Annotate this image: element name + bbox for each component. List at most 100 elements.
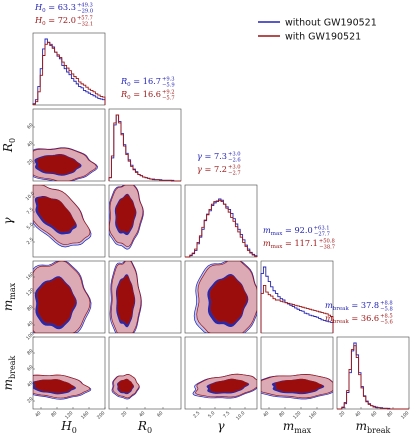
stat-symbol: γ	[197, 164, 202, 174]
stat-median: = 36.6	[349, 313, 379, 323]
stat-symbol: m	[325, 313, 333, 323]
stat-symbol: R	[120, 89, 127, 99]
y-tick-label-gamma: 7.5	[26, 207, 35, 216]
hist-mmax-without	[260, 266, 334, 333]
y-tick-label-gamma: 10.0	[25, 191, 37, 203]
stat-plus: +8.5	[380, 314, 393, 320]
x-tick-label-mbreak: 100	[400, 410, 410, 420]
panel-mbreak-vs-mbreak: 20 40 60 80 100	[336, 336, 410, 421]
stat-median: = 16.6	[131, 89, 161, 99]
legend: without GW190521 with GW190521	[258, 18, 377, 43]
panel-frame	[108, 108, 182, 182]
panel-R0-vs-R0	[108, 108, 182, 182]
stat-median: = 37.8	[349, 300, 379, 310]
stat-symbol-sub: max	[271, 244, 283, 250]
stat-median: = 72.0	[46, 15, 76, 25]
panel-frame	[184, 336, 258, 410]
y-axis-label-mmax-subscript: max	[8, 282, 17, 299]
panel-mmax-vs-gamma	[184, 260, 258, 334]
stat-minus: −5.8	[380, 307, 393, 313]
y-tick-label-mmax: 80	[26, 304, 34, 312]
x-tick-label-mbreak: 60	[370, 410, 378, 418]
contours	[193, 261, 257, 333]
x-tick-label-gamma: 5.0	[207, 410, 216, 419]
stat-symbol: γ	[197, 151, 202, 161]
stat-R0-without: R0 = 16.7+9.3 −5.9	[120, 76, 175, 89]
stat-symbol: m	[263, 225, 271, 235]
y-tick-label-gamma: 5.0	[26, 222, 35, 231]
panel-frame	[32, 336, 106, 410]
stat-median: = 117.1	[282, 238, 318, 248]
x-tick-label-gamma: 10.0	[235, 410, 247, 422]
y-axis-label-gamma: γ	[1, 217, 15, 225]
x-tick-label-H0: 120	[64, 410, 74, 420]
stat-minus: −5.6	[380, 320, 393, 326]
contour-with-inner	[116, 275, 135, 325]
stat-plus: +49.3	[77, 3, 93, 9]
contours	[109, 185, 144, 250]
stat-minus: −2.7	[228, 171, 241, 177]
y-tick-label-mmax: 120	[25, 287, 35, 297]
stat-symbol: H	[34, 2, 43, 12]
panel-H0-vs-H0	[32, 32, 106, 106]
stat-symbol: H	[34, 15, 43, 25]
contours	[261, 374, 333, 400]
stat-H0-with: H0 = 72.0+57.7 −32.1	[34, 15, 93, 28]
contour-with-inner	[209, 275, 248, 325]
contours	[33, 374, 92, 400]
x-tick-label-gamma: 2.5	[192, 410, 201, 419]
contours	[33, 261, 92, 333]
x-tick-label-mbreak: 40	[354, 410, 362, 418]
x-axis-label-mbreak-symbol: m	[356, 419, 367, 433]
x-tick-label-mmax: 120	[292, 410, 302, 420]
stat-median: = 92.0	[282, 225, 312, 235]
hist-gamma-with	[185, 199, 258, 258]
y-tick-label-R0: 20	[26, 158, 34, 166]
y-tick-label-mbreak: 60	[26, 364, 34, 372]
stat-symbol-sub: 0	[127, 82, 131, 88]
contours	[192, 373, 257, 399]
x-tick-label-H0: 80	[50, 410, 58, 418]
stat-minus: −5.9	[162, 83, 175, 89]
stat-symbol-sub: 0	[42, 8, 46, 14]
stat-gamma-without: γ = 7.3+3.0 −2.6	[197, 151, 241, 164]
contours	[109, 261, 142, 333]
stat-minus: −32.1	[77, 22, 93, 28]
stat-plus: +50.8	[319, 239, 335, 245]
x-axis-label-mbreak: mbreak	[356, 419, 391, 435]
stat-median: = 7.2	[202, 164, 227, 174]
x-tick-label-mbreak: 20	[338, 410, 346, 418]
x-axis-label-gamma-symbol: γ	[217, 419, 225, 433]
hist-mbreak-with	[337, 345, 409, 410]
x-tick-label-mmax: 80	[278, 410, 286, 418]
stat-mmax-with: mmax = 117.1+50.8 −38.7	[263, 238, 335, 251]
y-tick-label-mmax: 160	[25, 271, 35, 281]
stat-R0-with: R0 = 16.6+9.2 −5.7	[120, 89, 175, 102]
stat-median: = 63.3	[46, 2, 76, 12]
y-axis-label-R0-symbol: R	[1, 143, 15, 153]
y-axis-label-R0-subscript: 0	[8, 138, 17, 143]
legend-label-with: with GW190521	[285, 32, 361, 43]
panel-frame	[260, 260, 334, 334]
x-axis-label-H0: H0	[60, 419, 77, 435]
y-tick-label-mbreak: 40	[26, 380, 34, 388]
panel-mmax-vs-R0	[108, 260, 182, 334]
x-axis-label-H0-subscript: 0	[72, 426, 77, 435]
y-tick-label-mbreak: 20	[26, 396, 34, 404]
x-axis-label-R0-subscript: 0	[147, 426, 152, 435]
panel-mbreak-vs-mmax: 40 80 120 160	[260, 336, 334, 421]
hist-mmax-with	[260, 285, 334, 333]
contours	[33, 147, 98, 181]
panel-gamma-vs-gamma	[184, 184, 258, 258]
panel-R0-vs-H0: 20 40 60	[26, 108, 106, 182]
stat-minus: −27.7	[314, 232, 330, 238]
stat-symbol: m	[263, 238, 271, 248]
stat-H0-without: H0 = 63.3+49.3 −29.0	[34, 2, 93, 15]
stat-symbol-sub: break	[333, 319, 350, 325]
panel-frame	[108, 336, 182, 410]
x-axis-label-H0-symbol: H	[60, 419, 72, 433]
stat-plus: +3.0	[228, 165, 241, 171]
stat-minus: −2.6	[228, 158, 241, 164]
contour-with-inner	[36, 277, 76, 327]
